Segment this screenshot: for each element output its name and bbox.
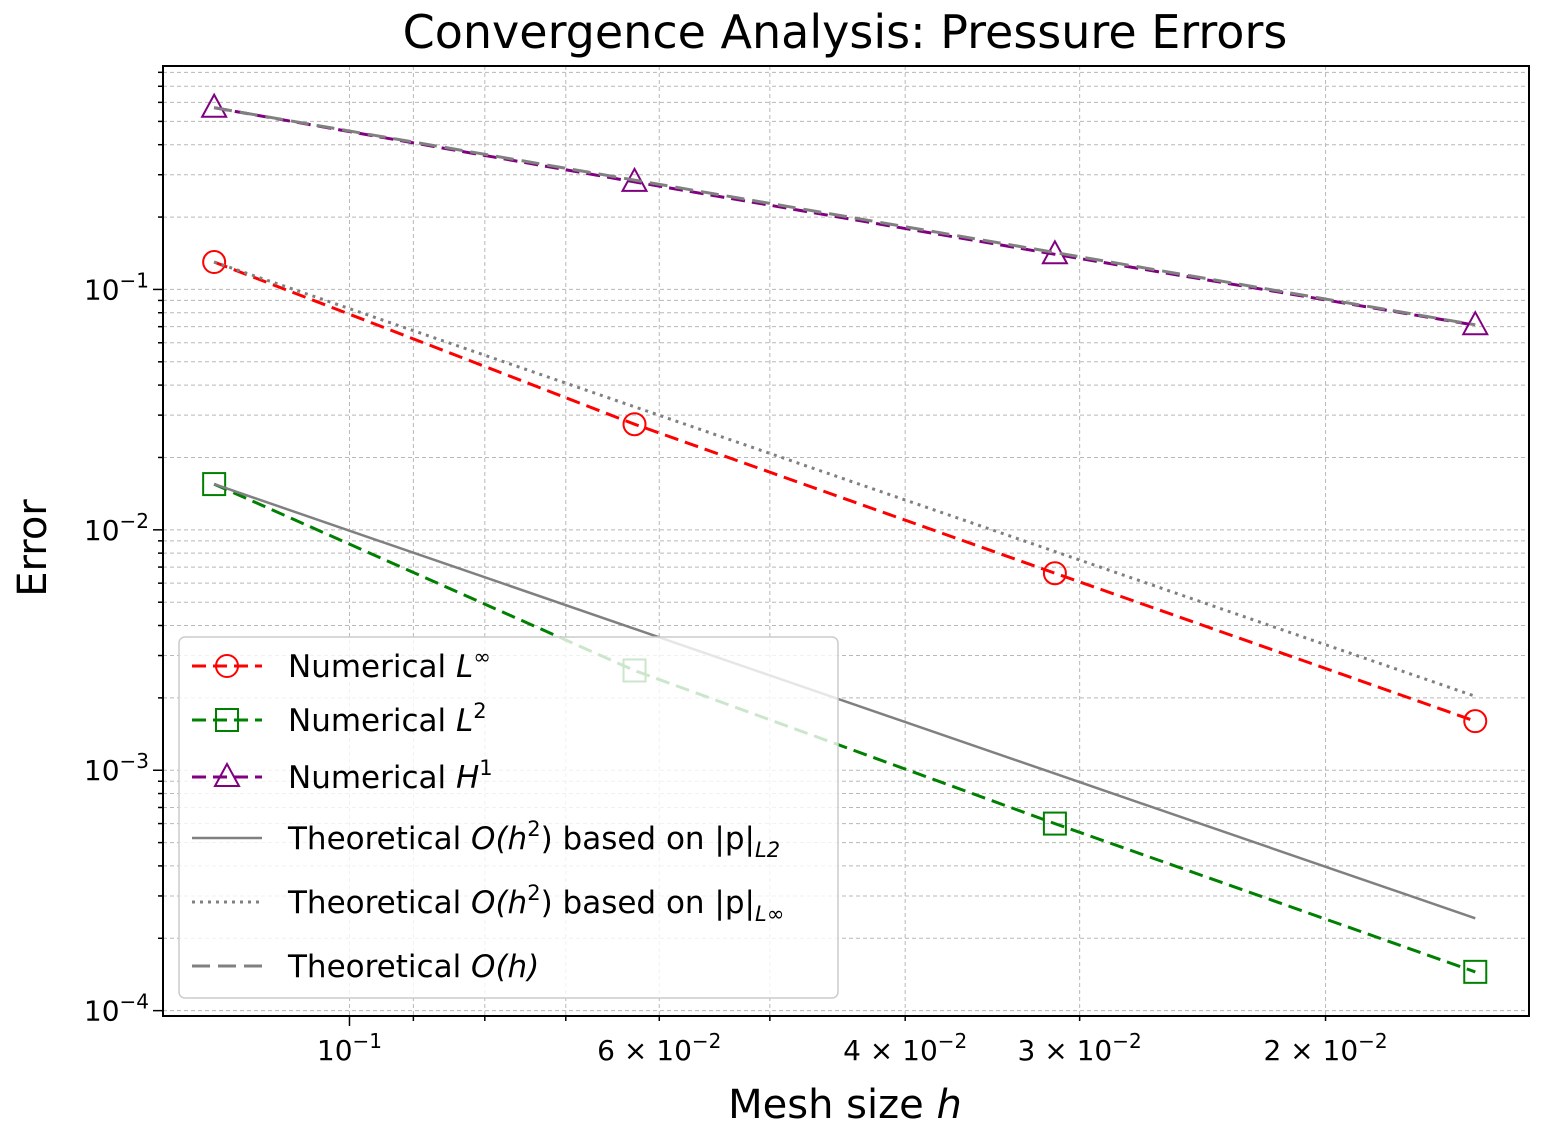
legend-label: Theoretical O(h) (287, 949, 539, 985)
data-point (1463, 959, 1488, 984)
x-tick-label: 3 × 10−2 (1018, 1029, 1142, 1067)
data-point (200, 92, 228, 118)
legend-label: Theoretical O(h2) based on |p|L∞ (287, 881, 784, 926)
y-tick-label-base: 10 (84, 754, 120, 787)
series-line (213, 482, 1476, 920)
y-tick-label: 10−4 (84, 990, 149, 1028)
series-4 (213, 260, 1476, 698)
x-tick-label-exponent: −2 (692, 1029, 721, 1053)
x-axis-label: Mesh size h (728, 1082, 962, 1128)
legend-label-symbol: O(h (471, 885, 527, 921)
y-tick-label-base: 10 (84, 273, 120, 306)
x-tick-label-base: 2 × 10 (1263, 1034, 1358, 1067)
legend-label-text: Theoretical (287, 885, 471, 921)
legend-label-text: Numerical (288, 760, 456, 796)
legend-label-symbol: O(h (471, 821, 527, 857)
series-line (213, 482, 1476, 974)
legend-swatch-marker (213, 761, 241, 787)
chart-title: Convergence Analysis: Pressure Errors (403, 5, 1288, 59)
legend-label-text: Theoretical (287, 949, 471, 985)
legend-label-symbol: L (456, 703, 473, 739)
x-tick-label-base: 10 (317, 1034, 353, 1067)
legend-label: Numerical H1 (288, 756, 493, 796)
legend-swatch-marker (215, 654, 239, 678)
y-tick-label-exponent: −1 (120, 268, 149, 292)
series-2 (200, 92, 1489, 336)
legend-label-subscript: L∞ (755, 902, 784, 926)
legend-label-symbol: O(h) (471, 949, 539, 985)
data-point (1042, 811, 1067, 836)
series-3 (213, 482, 1476, 920)
x-tick-label: 6 × 10−2 (597, 1029, 721, 1067)
y-tick-label: 10−1 (84, 268, 149, 306)
data-point (1463, 709, 1488, 734)
y-axis-label: Error (10, 499, 56, 597)
legend-label-symbol: L (456, 649, 473, 685)
legend-label: Theoretical O(h2) based on |p|L2 (287, 817, 780, 862)
x-tick-label-base: 6 × 10 (597, 1034, 692, 1067)
data-point (1042, 561, 1067, 586)
legend-box (178, 636, 839, 999)
series-line (213, 260, 1476, 698)
legend-label-superscript: 2 (473, 699, 486, 723)
x-tick-label-base: 4 × 10 (843, 1034, 938, 1067)
x-tick-label: 4 × 10−2 (843, 1029, 967, 1067)
legend-label-text: ) based on |p| (541, 821, 755, 857)
legend-label-superscript: ∞ (473, 645, 491, 669)
x-axis-label-symbol: h (936, 1082, 961, 1128)
legend-label-text: ) based on |p| (541, 885, 755, 921)
legend-label-text: Numerical (288, 703, 456, 739)
y-axis: 10−110−210−310−4 (84, 71, 163, 1028)
series-5 (213, 106, 1476, 327)
legend-label-superscript: 2 (527, 817, 540, 841)
series-layer (200, 92, 1489, 984)
legend-label-subscript: L2 (755, 838, 780, 862)
y-tick-label: 10−3 (84, 749, 149, 787)
y-tick-label-exponent: −2 (120, 509, 149, 533)
series-0 (202, 250, 1488, 734)
y-tick-label-exponent: −4 (120, 990, 149, 1014)
data-point (202, 472, 227, 497)
x-tick-label: 2 × 10−2 (1263, 1029, 1387, 1067)
x-tick-label: 10−1 (317, 1029, 382, 1067)
x-axis-label-text: Mesh size (728, 1082, 936, 1128)
x-tick-label-exponent: −2 (1112, 1029, 1141, 1053)
x-tick-label-base: 3 × 10 (1018, 1034, 1113, 1067)
x-axis: 10−1 6 × 10−2 4 × 10−2 3 × 10−2 2 × 10−2 (317, 1016, 1388, 1067)
x-tick-label-exponent: −1 (353, 1029, 382, 1053)
data-point (1461, 310, 1489, 336)
y-tick-label-base: 10 (84, 514, 120, 547)
legend-label-superscript: 1 (479, 756, 492, 780)
legend-label-symbol: H (456, 760, 479, 796)
legend-label: Numerical L∞ (288, 645, 491, 685)
x-tick-label-exponent: −2 (938, 1029, 967, 1053)
y-tick-label-exponent: −3 (120, 749, 149, 773)
legend-label-superscript: 2 (527, 881, 540, 905)
series-line (213, 260, 1476, 723)
x-tick-label-exponent: −2 (1358, 1029, 1387, 1053)
series-line (213, 106, 1476, 327)
legend-label-text: Theoretical (287, 821, 471, 857)
y-tick-label: 10−2 (84, 509, 149, 547)
y-tick-label-base: 10 (84, 995, 120, 1028)
legend-label: Numerical L2 (288, 699, 487, 739)
data-point (202, 250, 227, 275)
legend-label-text: Numerical (288, 649, 456, 685)
data-point (622, 412, 647, 437)
legend-swatch-marker (215, 708, 239, 732)
